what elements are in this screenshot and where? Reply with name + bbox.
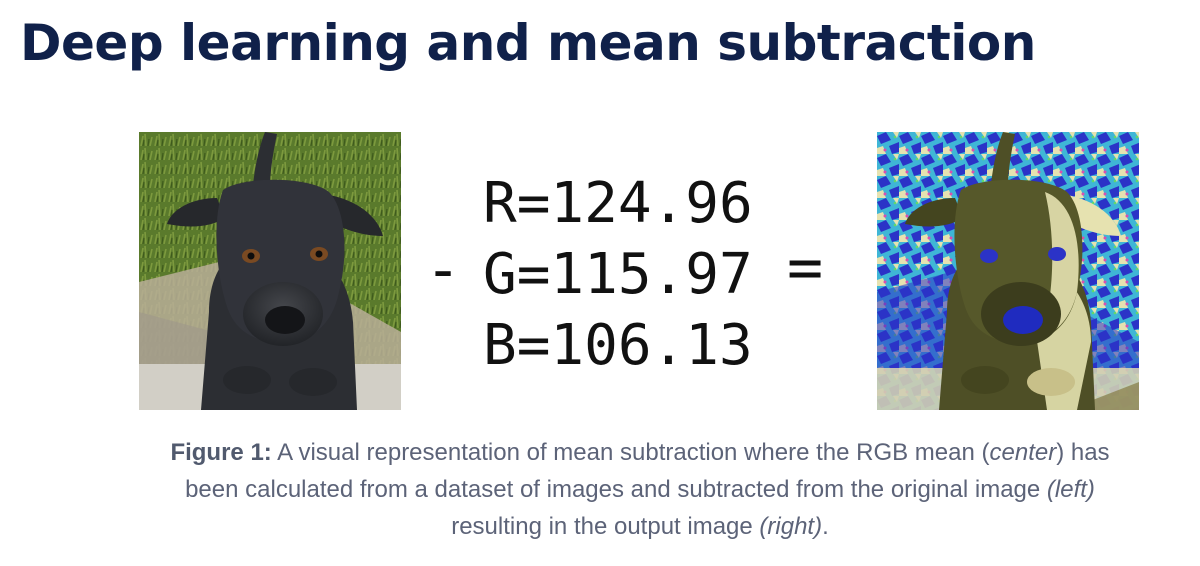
caption-left: (left) [1046, 476, 1095, 503]
mean-subtracted-dog-photo-icon [877, 132, 1139, 410]
equals-sign: = [787, 233, 824, 303]
caption-text: resulting in the output image [451, 513, 760, 540]
minus-sign: - [425, 235, 462, 305]
green-mean: G=115.97 [483, 242, 753, 307]
caption-center: center [989, 439, 1057, 466]
rgb-mean-formula: - R=124.96 G=115.97 B=106.13 = [419, 132, 859, 410]
figure: - R=124.96 G=115.97 B=106.13 = [139, 132, 1139, 410]
dog-photo-icon [139, 132, 401, 410]
figure-label: Figure 1: [170, 439, 272, 466]
caption-text: A visual representation of mean subtract… [271, 439, 990, 466]
caption-right: (right) [759, 513, 823, 540]
figure-caption: Figure 1: A visual representation of mea… [150, 434, 1130, 545]
caption-text: . [822, 513, 829, 540]
caption-text: ) has been calculated from a dataset of … [185, 439, 1110, 503]
blue-mean: B=106.13 [483, 313, 753, 378]
red-mean: R=124.96 [483, 171, 753, 236]
page-title: Deep learning and mean subtraction [20, 14, 1036, 72]
rgb-mean-values: R=124.96 G=115.97 B=106.13 [483, 168, 753, 381]
